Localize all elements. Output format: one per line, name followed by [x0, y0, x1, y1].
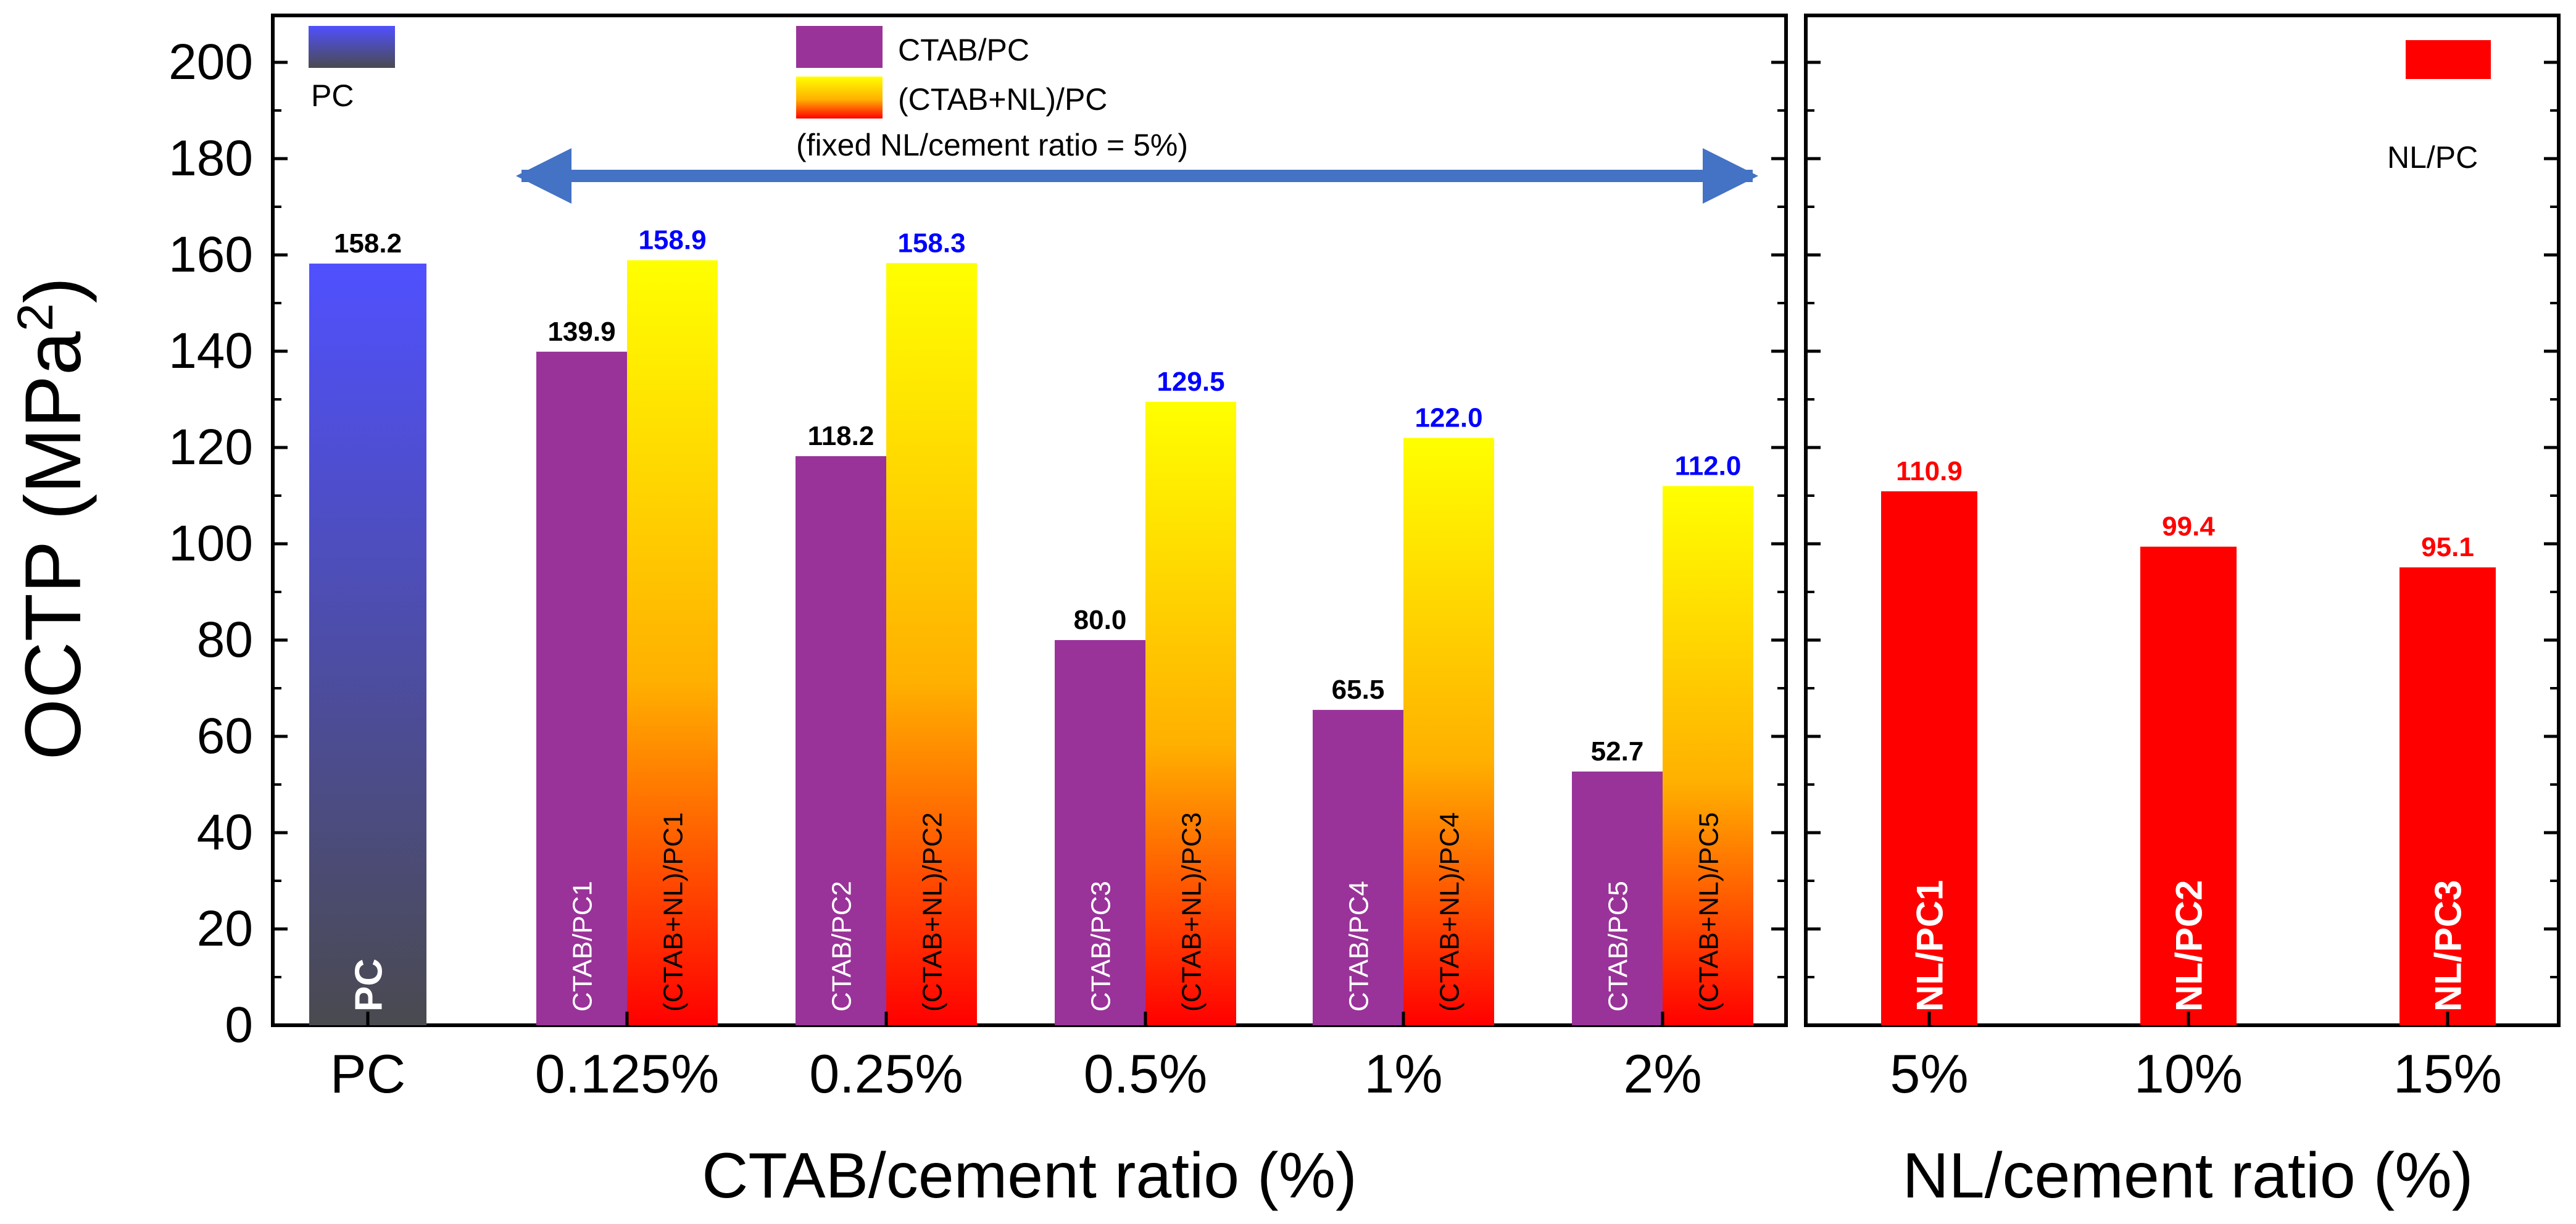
y-tick-label: 140 [168, 323, 253, 379]
legend-label-nl: NL/PC [2387, 140, 2478, 175]
bar-ctab-pc-4-inner-label: CTAB/PC5 [1603, 881, 1633, 1012]
bar-nl-pc-1-value-label: 99.4 [2162, 512, 2215, 542]
bar-ctab-pc-0-value-label: 139.9 [547, 317, 615, 347]
y-tick-label: 120 [168, 419, 253, 475]
bar-ctab-pc-0-bar [536, 351, 627, 1025]
y-axis-label: OCTP (MPa2) [7, 277, 98, 760]
bar-ctab-pc-2-value-label: 80.0 [1074, 605, 1127, 635]
legend-ctab: CTAB/PC (CTAB+NL)/PC (fixed NL/cement ra… [796, 26, 1188, 162]
y-tick-label: 160 [168, 227, 253, 283]
x-tick-label: 10% [2134, 1043, 2243, 1104]
bar--ctab-nl-pc-4-bar [1663, 486, 1753, 1025]
x-tick-label: 15% [2393, 1043, 2502, 1104]
bar--ctab-nl-pc-0-value-label: 158.9 [638, 225, 706, 256]
y-axis-label-sup: 2 [7, 303, 64, 331]
y-tick-label: 100 [168, 515, 253, 572]
bar--ctab-nl-pc-3-bar [1403, 438, 1494, 1025]
panel-ctab-frame [271, 14, 1788, 1027]
bar--ctab-nl-pc-0-inner-label: (CTAB+NL)/PC1 [658, 812, 688, 1012]
panel-ctab [271, 14, 1788, 1027]
bar--ctab-nl-pc-2-bar [1145, 401, 1236, 1025]
bar-nl-pc-0-bar [1881, 491, 1977, 1025]
bar-pc-0-value-label: 158.2 [334, 228, 402, 259]
legend-swatch-ctab-nl [796, 77, 883, 119]
bar-ctab-pc-4-value-label: 52.7 [1591, 736, 1644, 767]
bar--ctab-nl-pc-1-value-label: 158.3 [897, 228, 965, 258]
x-axis-label-nl: NL/cement ratio (%) [1903, 1140, 2474, 1212]
legend-swatch-nl [2406, 40, 2491, 79]
bar-ctab-pc-2-bar [1055, 640, 1145, 1025]
y-tick-label: 20 [197, 901, 253, 957]
bar-ctab-pc-1-inner-label: CTAB/PC2 [826, 881, 857, 1012]
y-axis: 0 20 40 60 80 100 120 140 160 180 200 [168, 34, 2559, 1053]
bar--ctab-nl-pc-1-bar [886, 263, 977, 1025]
bar--ctab-nl-pc-1-inner-label: (CTAB+NL)/PC2 [917, 812, 947, 1012]
bar--ctab-nl-pc-4-value-label: 112.0 [1675, 451, 1742, 481]
bar-ctab-pc-0-inner-label: CTAB/PC1 [567, 881, 597, 1012]
bar--ctab-nl-pc-3-inner-label: (CTAB+NL)/PC4 [1434, 812, 1465, 1012]
x-tick-label: 0.5% [1084, 1043, 1208, 1104]
x-tick-label: 2% [1623, 1043, 1701, 1104]
y-tick-label: 0 [225, 997, 253, 1053]
legend-nl: NL/PC [2387, 40, 2491, 175]
legend-swatch-pc [309, 26, 395, 68]
bar-nl-pc-0-inner-label: NL/PC1 [1909, 880, 1951, 1012]
bar--ctab-nl-pc-2-value-label: 129.5 [1157, 367, 1224, 397]
x-tick-label: 1% [1364, 1043, 1442, 1104]
bar-ctab-pc-1-value-label: 118.2 [808, 421, 875, 451]
bar-ctab-pc-2-inner-label: CTAB/PC3 [1086, 881, 1116, 1012]
bar-ctab-pc-3-inner-label: CTAB/PC4 [1344, 881, 1374, 1012]
x-axis-label-ctab: CTAB/cement ratio (%) [702, 1140, 1357, 1212]
bar-ctab-pc-4-bar [1572, 771, 1663, 1025]
bar-nl-pc-2-bar [2399, 567, 2496, 1025]
y-tick-label: 200 [168, 34, 253, 90]
bar-nl-pc-1-inner-label: NL/PC2 [2169, 880, 2210, 1012]
y-axis-label-close: ) [9, 277, 98, 304]
legend-label-pc: PC [311, 78, 354, 113]
bar--ctab-nl-pc-2-inner-label: (CTAB+NL)/PC3 [1176, 812, 1207, 1012]
legend-swatch-ctab [796, 26, 883, 68]
bar-nl-pc-0-value-label: 110.9 [1896, 456, 1963, 486]
bar-ctab-pc-3-value-label: 65.5 [1332, 675, 1385, 705]
x-tick-label: 0.25% [809, 1043, 963, 1104]
x-tick-label: PC [330, 1043, 405, 1104]
y-tick-label: 80 [197, 612, 253, 668]
legend-pc: PC [309, 26, 395, 113]
bars: 158.2 PC 139.9 CTAB/PC1 118.2 CTAB/PC2 80.0 CTA… [309, 225, 2502, 1104]
bar--ctab-nl-pc-0-bar [627, 260, 718, 1026]
bar--ctab-nl-pc-4-inner-label: (CTAB+NL)/PC5 [1693, 812, 1724, 1012]
bar-nl-pc-2-value-label: 95.1 [2421, 532, 2474, 562]
legend-annotation: (fixed NL/cement ratio = 5%) [796, 128, 1188, 162]
y-axis-label-text: OCTP (MPa [9, 331, 98, 760]
bar--ctab-nl-pc-3-value-label: 122.0 [1415, 402, 1482, 433]
bar-pc-0-bar [309, 264, 426, 1025]
legend-label-ctab-nl: (CTAB+NL)/PC [898, 82, 1107, 117]
legend-label-ctab: CTAB/PC [898, 33, 1029, 67]
bar-ctab-pc-1-bar [796, 456, 886, 1025]
bar-nl-pc-2-inner-label: NL/PC3 [2428, 880, 2469, 1012]
y-tick-label: 60 [197, 708, 253, 764]
bar-nl-pc-1-bar [2140, 546, 2237, 1025]
bar-ctab-pc-3-bar [1313, 710, 1403, 1025]
y-tick-label: 40 [197, 804, 253, 860]
y-tick-label: 180 [168, 130, 253, 186]
x-tick-label: 5% [1890, 1043, 1968, 1104]
x-tick-label: 0.125% [535, 1043, 719, 1104]
bar-pc-0-inner-label: PC [347, 959, 390, 1012]
